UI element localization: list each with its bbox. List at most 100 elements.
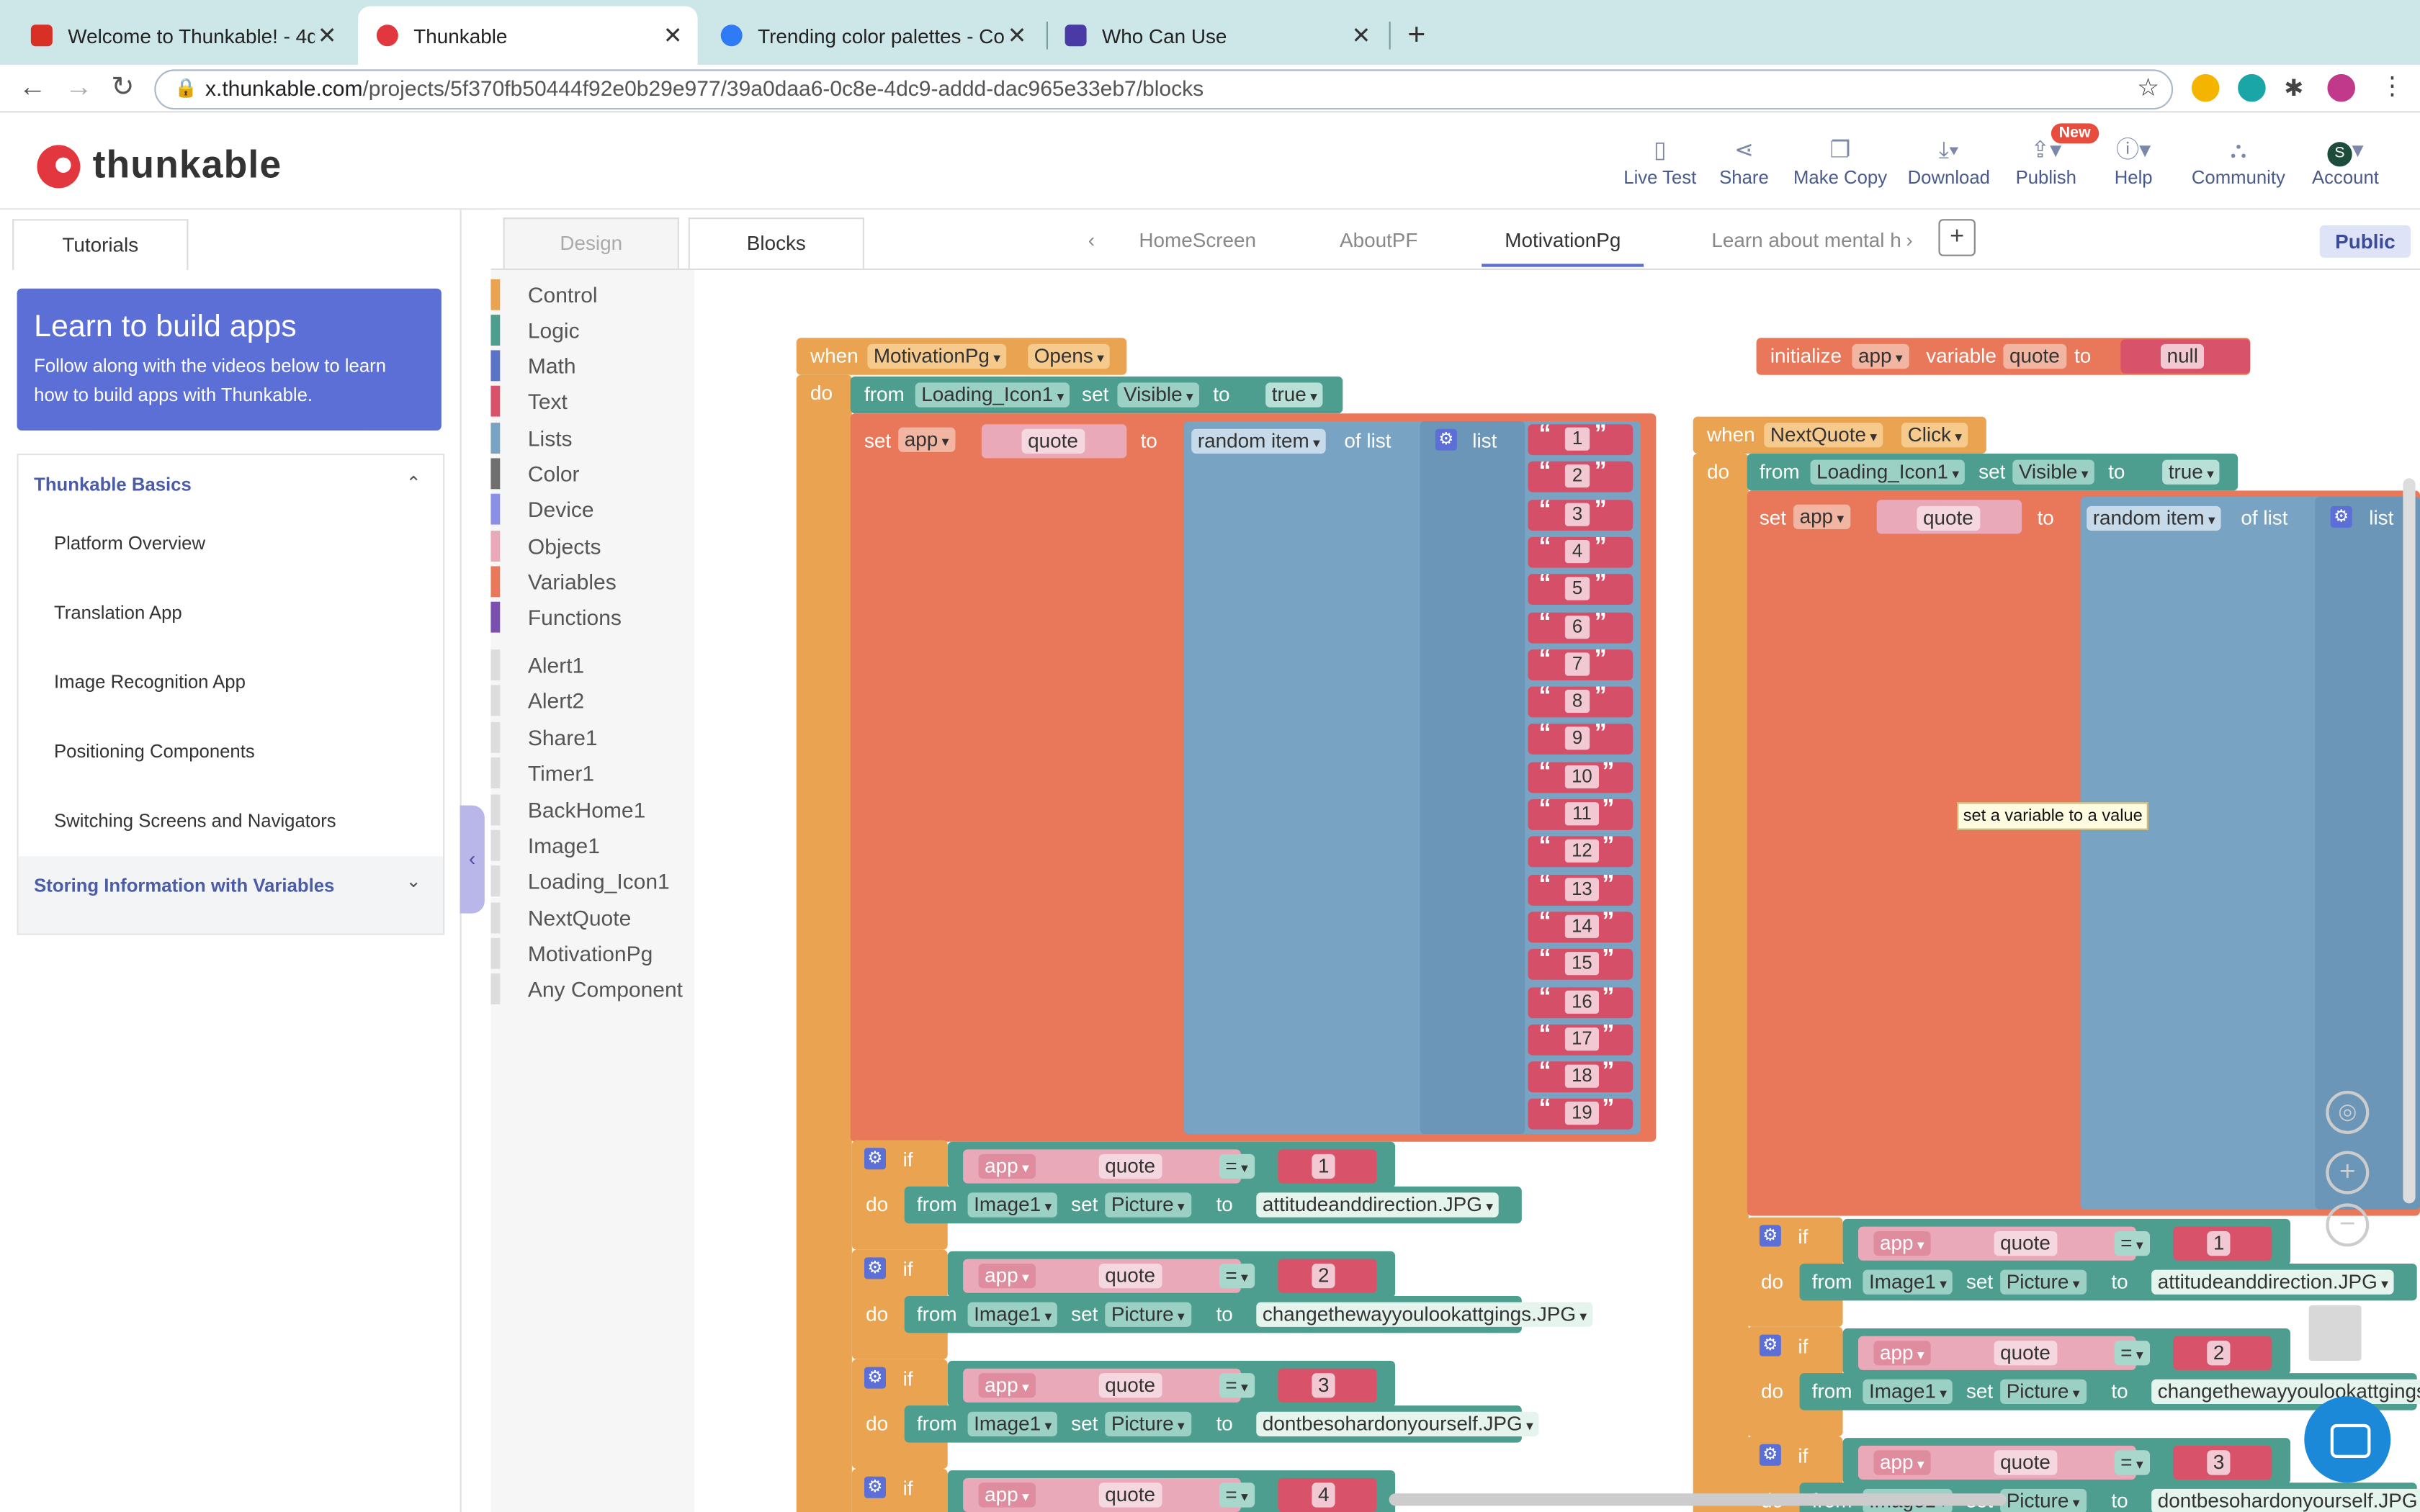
picture-dropdown[interactable]: dontbesohardonyourself.JPG <box>2151 1488 2420 1512</box>
list-item-text-block[interactable]: “ 8” <box>1528 683 1634 718</box>
operator-dropdown[interactable]: = <box>1219 1482 1255 1508</box>
list-item-text-block[interactable]: “ 9” <box>1528 721 1634 755</box>
browser-tab-thunkable[interactable]: Thunkable ✕ <box>358 6 698 66</box>
download-button[interactable]: ⤓▾ Download <box>1908 136 1990 189</box>
list-item-text-block[interactable]: “ 1” <box>1528 421 1634 456</box>
list-item-value[interactable]: 1 <box>1564 427 1590 451</box>
zoom-out-icon[interactable]: − <box>2326 1203 2370 1247</box>
component-dropdown[interactable]: MotivationPg <box>867 343 1007 369</box>
list-item-text-block[interactable]: “ 11” <box>1528 796 1634 830</box>
list-item-value[interactable]: 3 <box>1564 502 1590 526</box>
picture-dropdown[interactable]: attitudeanddirection.JPG <box>1256 1192 1500 1218</box>
list-item-value[interactable]: 11 <box>1564 802 1599 826</box>
scope-dropdown[interactable]: app <box>978 1153 1036 1179</box>
scope-dropdown[interactable]: app <box>898 427 955 452</box>
scope-dropdown[interactable]: app <box>978 1482 1036 1508</box>
close-icon[interactable]: ✕ <box>663 23 683 50</box>
zoom-in-icon[interactable]: + <box>2326 1151 2370 1194</box>
operator-dropdown[interactable]: = <box>2114 1341 2150 1366</box>
text-value[interactable]: 2 <box>2207 1341 2231 1366</box>
component-dropdown[interactable]: Image1 <box>967 1411 1058 1436</box>
list-item-value[interactable]: 4 <box>1564 539 1590 563</box>
operator-dropdown[interactable]: = <box>1219 1264 1255 1289</box>
browser-tab-who-can-use[interactable]: Who Can Use ✕ <box>1047 6 1386 65</box>
list-item-value[interactable]: 18 <box>1564 1064 1599 1088</box>
component-dropdown[interactable]: Loading_Icon1 <box>915 382 1070 408</box>
list-item-text-block[interactable]: “ 19” <box>1528 1096 1634 1130</box>
close-icon[interactable]: ✕ <box>317 23 337 50</box>
gear-icon[interactable]: ⚙ <box>864 1367 886 1389</box>
extension-icon[interactable] <box>2191 73 2220 102</box>
menu-dots-icon[interactable]: ⋮ <box>2380 73 2405 101</box>
tab-blocks[interactable]: Blocks <box>688 217 864 269</box>
property-dropdown[interactable]: Visible <box>1117 382 1200 408</box>
operator-dropdown[interactable]: = <box>1219 1373 1255 1398</box>
property-dropdown[interactable]: Picture <box>1105 1411 1191 1436</box>
list-item-value[interactable]: 2 <box>1564 464 1590 488</box>
list-item-text-block[interactable]: “ 2” <box>1528 459 1634 493</box>
tutorial-item[interactable]: Translation App <box>54 601 182 624</box>
operator-dropdown[interactable]: = <box>2114 1231 2150 1256</box>
help-button[interactable]: ⓘ▾ Help <box>2115 136 2153 189</box>
variable-name[interactable]: quote <box>2003 343 2066 369</box>
share-button[interactable]: ⋖ Share <box>1719 136 1769 189</box>
chevron-right-icon[interactable]: › <box>1906 228 1913 252</box>
tutorial-item[interactable]: Switching Screens and Navigators <box>54 810 336 832</box>
chat-icon[interactable] <box>2304 1396 2391 1483</box>
new-tab-button[interactable]: + <box>1407 18 1426 53</box>
reload-icon[interactable]: ↻ <box>111 71 135 102</box>
list-item-text-block[interactable]: “ 13” <box>1528 871 1634 905</box>
browser-tab-coolors[interactable]: Trending color palettes - Coolo ✕ <box>702 6 1041 65</box>
event-dropdown[interactable]: Opens <box>1028 343 1111 369</box>
list-item-value[interactable]: 7 <box>1564 652 1590 676</box>
variable-name[interactable]: quote <box>1994 1231 2057 1256</box>
component-dropdown[interactable]: Image1 <box>967 1192 1058 1218</box>
puzzle-icon[interactable]: ✱ <box>2284 76 2304 102</box>
list-item-value[interactable]: 13 <box>1564 877 1599 901</box>
list-item-value[interactable]: 12 <box>1564 840 1599 863</box>
close-icon[interactable]: ✕ <box>1351 23 1371 50</box>
text-value[interactable]: 3 <box>1312 1373 1336 1398</box>
thunkable-logo[interactable]: thunkable <box>37 143 282 188</box>
gear-icon[interactable]: ⚙ <box>1759 1444 1781 1466</box>
publish-button[interactable]: ⇪▾ Publish <box>2016 136 2076 189</box>
event-dropdown[interactable]: Click <box>1901 423 1968 448</box>
profile-avatar[interactable] <box>2327 73 2355 102</box>
extension-icon[interactable] <box>2238 73 2266 102</box>
picture-dropdown[interactable]: changethewayyoulookattgings.JPG <box>1256 1302 1593 1327</box>
gear-icon[interactable]: ⚙ <box>1759 1334 1781 1356</box>
text-value[interactable]: 1 <box>1312 1153 1336 1179</box>
scope-dropdown[interactable]: app <box>1852 343 1909 369</box>
screen-tab[interactable]: Learn about mental h <box>1711 228 1901 252</box>
list-item-text-block[interactable]: “ 7” <box>1528 646 1634 680</box>
tutorial-item[interactable]: Positioning Components <box>54 740 255 762</box>
component-dropdown[interactable]: Image1 <box>1863 1379 1953 1404</box>
account-button[interactable]: S ▾ Account <box>2312 136 2379 189</box>
url-field[interactable]: 🔒 x.thunkable.com/projects/5f370fb50444f… <box>154 69 2174 110</box>
property-dropdown[interactable]: Picture <box>2000 1269 2087 1295</box>
gear-icon[interactable]: ⚙ <box>2330 505 2352 528</box>
variable-name[interactable]: quote <box>1098 1482 1162 1508</box>
scope-dropdown[interactable]: app <box>1873 1341 1931 1366</box>
section-header[interactable]: Thunkable Basics <box>34 473 192 495</box>
community-button[interactable]: ⛬ Community <box>2192 136 2285 189</box>
gear-icon[interactable]: ⚙ <box>864 1257 886 1279</box>
operator-dropdown[interactable]: = <box>1219 1153 1255 1179</box>
list-item-value[interactable]: 16 <box>1564 989 1599 1013</box>
text-value[interactable]: 3 <box>2207 1450 2231 1475</box>
tutorial-item[interactable]: Image Recognition App <box>54 671 246 693</box>
list-item-text-block[interactable]: “ 10” <box>1528 759 1634 793</box>
live-test-button[interactable]: ▯ Live Test <box>1623 136 1696 189</box>
list-item-value[interactable]: 10 <box>1564 765 1599 788</box>
list-item-text-block[interactable]: “ 16” <box>1528 984 1634 1018</box>
close-icon[interactable]: ✕ <box>1007 23 1027 50</box>
list-item-value[interactable]: 15 <box>1564 952 1599 976</box>
public-badge[interactable]: Public <box>2319 225 2411 258</box>
text-value[interactable]: null <box>2161 343 2205 369</box>
property-dropdown[interactable]: Picture <box>1105 1192 1191 1218</box>
variable-name[interactable]: quote <box>1994 1450 2057 1475</box>
variable-name[interactable]: quote <box>1994 1341 2057 1366</box>
gear-icon[interactable]: ⚙ <box>1759 1225 1781 1247</box>
variable-name[interactable]: quote <box>1021 428 1085 454</box>
scope-dropdown[interactable]: app <box>1873 1450 1931 1475</box>
